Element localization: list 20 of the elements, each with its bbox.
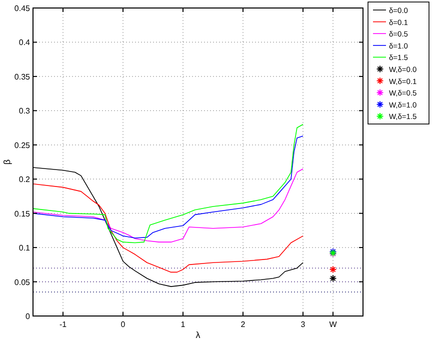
y-tick-label: 0.35 xyxy=(14,72,31,82)
x-tick-label: -1 xyxy=(59,320,68,329)
x-tick-label: 3 xyxy=(300,320,306,329)
y-tick-label: 0 xyxy=(26,312,31,321)
y-tick-label: 0.2 xyxy=(18,175,31,184)
x-tick-label: W xyxy=(329,320,338,329)
y-tick-label: 0.45 xyxy=(14,4,31,13)
line-series xyxy=(32,184,304,273)
x-axis-title: λ xyxy=(196,330,201,340)
y-tick-label: 0.25 xyxy=(14,140,31,150)
x-tick-label: 2 xyxy=(240,320,246,329)
y-tick-label: 0.3 xyxy=(18,106,31,116)
y-axis-title: β xyxy=(2,159,12,165)
line-series xyxy=(32,168,304,242)
y-tick-label: 0.1 xyxy=(18,244,31,253)
y-tick-label: 0.05 xyxy=(14,278,31,287)
y-tick-label: 0.4 xyxy=(18,38,31,48)
x-tick-label: 0 xyxy=(120,320,126,329)
y-tick-label: 0.15 xyxy=(14,209,31,218)
x-tick-label: 1 xyxy=(180,320,186,329)
